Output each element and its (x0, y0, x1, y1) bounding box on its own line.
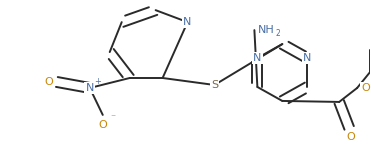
Text: 2: 2 (275, 29, 280, 38)
Text: O: O (98, 120, 107, 130)
Text: O: O (361, 83, 370, 93)
Text: O: O (44, 77, 53, 87)
Text: N: N (183, 17, 192, 27)
Text: N: N (86, 83, 94, 93)
Text: O: O (347, 132, 355, 142)
Text: NH: NH (257, 25, 274, 35)
Text: S: S (211, 80, 218, 90)
Text: N: N (253, 53, 262, 63)
Text: ⁻: ⁻ (110, 113, 115, 123)
Text: +: + (94, 78, 101, 87)
Text: N: N (303, 53, 311, 63)
